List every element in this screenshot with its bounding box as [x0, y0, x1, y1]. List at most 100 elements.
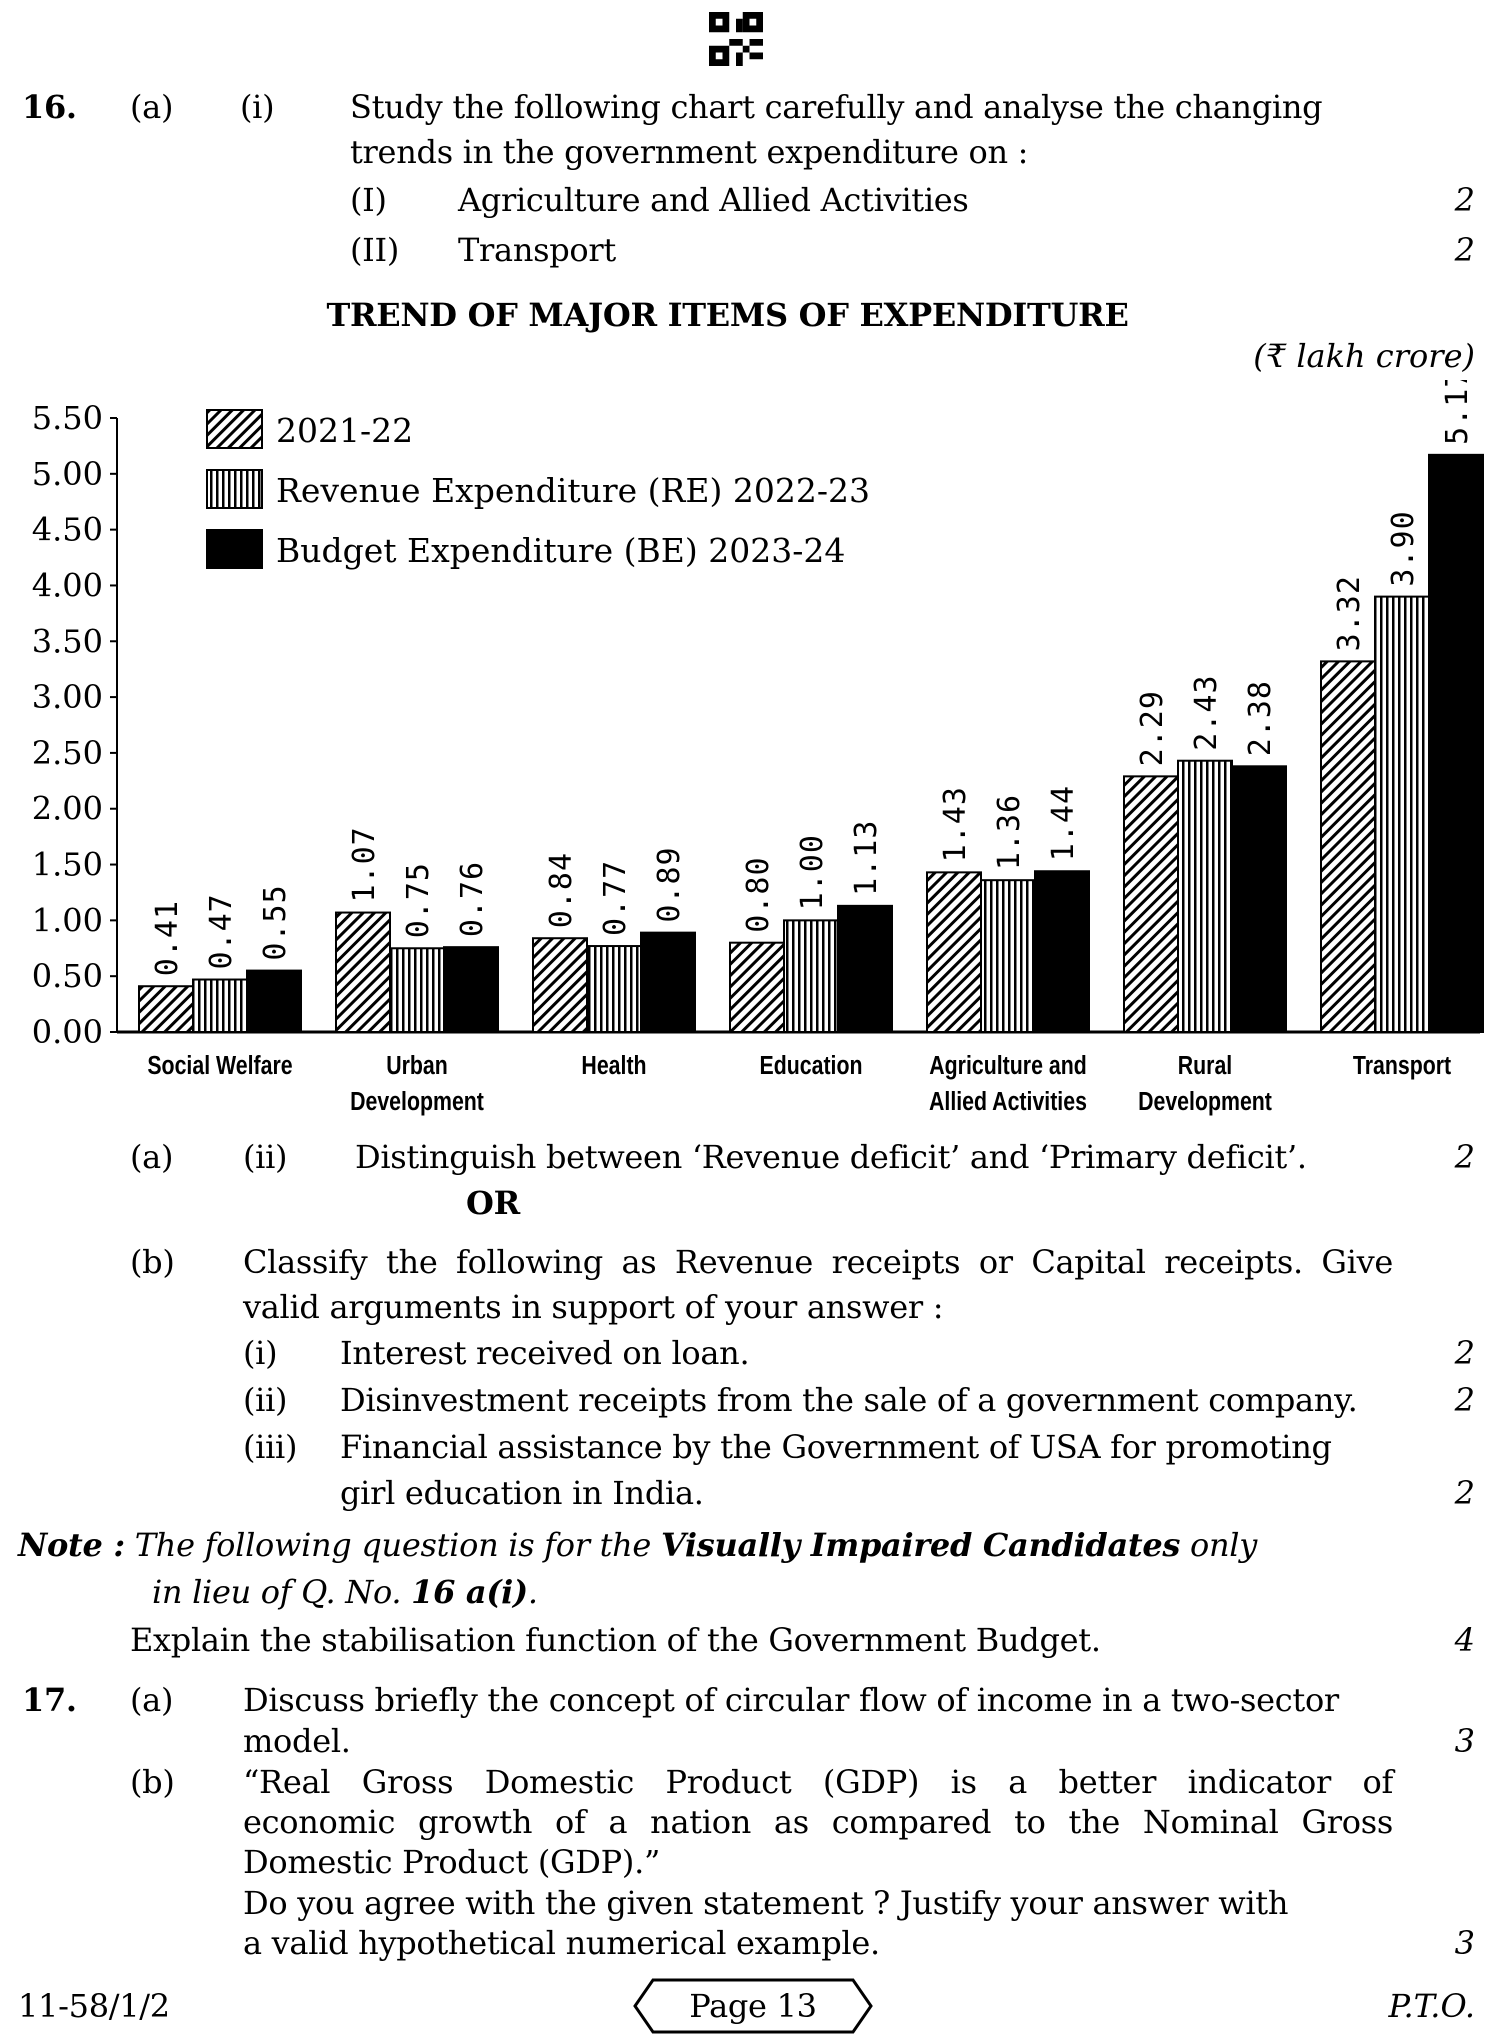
data-label: 1.07: [347, 826, 382, 902]
data-label: 2.43: [1189, 674, 1224, 750]
question-text: economic growth of a nation as compared …: [243, 1803, 1393, 1841]
question-text: Do you agree with the given statement ? …: [243, 1884, 1289, 1922]
item-text: Transport: [458, 231, 616, 269]
note-text: .: [527, 1573, 538, 1611]
data-label: 0.77: [598, 860, 633, 936]
marks: 2: [1454, 1334, 1475, 1372]
qr-code-icon: [709, 12, 763, 66]
bar: [926, 871, 982, 1033]
data-label: 0.76: [455, 861, 490, 937]
bar: [335, 911, 391, 1033]
x-tick-label: Rural: [1178, 1051, 1232, 1081]
bar: [729, 941, 785, 1034]
data-label: 0.80: [741, 856, 776, 932]
bar: [980, 879, 1036, 1034]
y-tick-label: 0.50: [32, 957, 103, 995]
chart-unit: (₹ lakh crore): [1253, 337, 1475, 375]
bar: [1320, 660, 1376, 1033]
note-text: 16 a(i): [411, 1573, 528, 1611]
data-label: 2.29: [1135, 690, 1170, 766]
marks: 2: [1454, 1138, 1475, 1176]
x-tick-label: Development: [1138, 1087, 1272, 1117]
y-tick-label: 1.50: [32, 846, 103, 884]
x-tick-label: Social Welfare: [147, 1051, 292, 1081]
legend-swatch: [206, 529, 263, 569]
bar: [138, 985, 194, 1033]
bar: [1034, 870, 1090, 1033]
part-label: (b): [130, 1243, 175, 1281]
note-text: in lieu of Q. No.: [152, 1573, 412, 1611]
or-label: OR: [466, 1184, 520, 1222]
question-text: Domestic Product (GDP).”: [243, 1843, 661, 1881]
legend-label: 2021-22: [276, 411, 413, 450]
data-label: 0.75: [401, 862, 436, 938]
x-tick-label: Urban: [386, 1051, 448, 1081]
item-label: (i): [243, 1334, 278, 1372]
item-text: girl education in India.: [340, 1474, 704, 1512]
part-label: (a): [130, 1138, 174, 1176]
note-text: Visually Impaired Candidates: [660, 1526, 1181, 1564]
question-text: Discuss briefly the concept of circular …: [243, 1681, 1339, 1719]
bar: [1428, 453, 1484, 1033]
note-line: in lieu of Q. No. 16 a(i).: [152, 1572, 538, 1612]
bar: [1374, 595, 1430, 1033]
y-tick-label: 5.00: [32, 455, 103, 493]
bar: [640, 931, 696, 1033]
data-label: 5.17: [1440, 380, 1475, 445]
y-tick-label: 3.00: [32, 678, 103, 716]
bar: [389, 947, 445, 1033]
y-tick-label: 2.50: [32, 734, 103, 772]
y-tick-label: 3.50: [32, 622, 103, 660]
part-label: (a): [130, 88, 174, 126]
marks: 2: [1454, 231, 1475, 269]
bar: [1231, 765, 1287, 1033]
chart-title: TREND OF MAJOR ITEMS OF EXPENDITURE: [326, 296, 1129, 334]
question-text: valid arguments in support of your answe…: [243, 1288, 944, 1326]
y-tick-label: 1.00: [32, 901, 103, 939]
x-tick-label: Agriculture and: [929, 1051, 1086, 1081]
legend-swatch: [206, 409, 263, 449]
question-text: model.: [243, 1722, 351, 1760]
item-text: Disinvestment receipts from the sale of …: [340, 1381, 1358, 1419]
data-label: 0.41: [150, 900, 185, 976]
bar: [192, 978, 248, 1033]
bar: [1177, 759, 1233, 1033]
question-text: Study the following chart carefully and …: [350, 88, 1323, 126]
part-label: (b): [130, 1763, 175, 1801]
bar: [837, 904, 893, 1033]
y-tick-label: 4.50: [32, 511, 103, 549]
marks: 3: [1454, 1722, 1475, 1760]
item-text: Agriculture and Allied Activities: [458, 181, 969, 219]
marks: 2: [1454, 1474, 1475, 1512]
marks: 2: [1454, 1381, 1475, 1419]
marks: 4: [1454, 1621, 1475, 1659]
y-tick-label: 0.00: [32, 1013, 103, 1051]
page-number: Page 13: [689, 1987, 817, 2025]
question-number: 16.: [22, 88, 77, 126]
bar: [443, 946, 499, 1034]
question-text: a valid hypothetical numerical example.: [243, 1924, 880, 1962]
note-text: The following question is for the: [134, 1526, 661, 1564]
page-hexagon-icon: [633, 1978, 873, 2034]
data-label: 0.89: [652, 846, 687, 922]
question-text: Classify the following as Revenue receip…: [243, 1243, 1393, 1281]
item-label: (II): [350, 231, 400, 269]
x-tick-label: Allied Activities: [929, 1087, 1087, 1117]
legend-swatch: [206, 469, 263, 509]
paper-code: 11-58/1/2: [18, 1987, 170, 2025]
data-label: 1.43: [938, 786, 973, 862]
x-tick-label: Transport: [1353, 1051, 1451, 1081]
data-label: 1.36: [992, 794, 1027, 870]
item-label: (I): [350, 181, 387, 219]
note-text: only: [1180, 1526, 1258, 1564]
data-label: 1.44: [1046, 785, 1081, 861]
part-label: (a): [130, 1681, 174, 1719]
data-label: 2.38: [1243, 680, 1278, 756]
x-tick-label: Education: [759, 1051, 862, 1081]
x-tick-label: Health: [581, 1051, 646, 1081]
note-line: Note : The following question is for the…: [18, 1525, 1257, 1565]
note-label: Note :: [18, 1526, 125, 1564]
y-tick-label: 4.00: [32, 566, 103, 604]
pto-label: P.T.O.: [1388, 1987, 1475, 2025]
item-label: (iii): [243, 1428, 298, 1466]
